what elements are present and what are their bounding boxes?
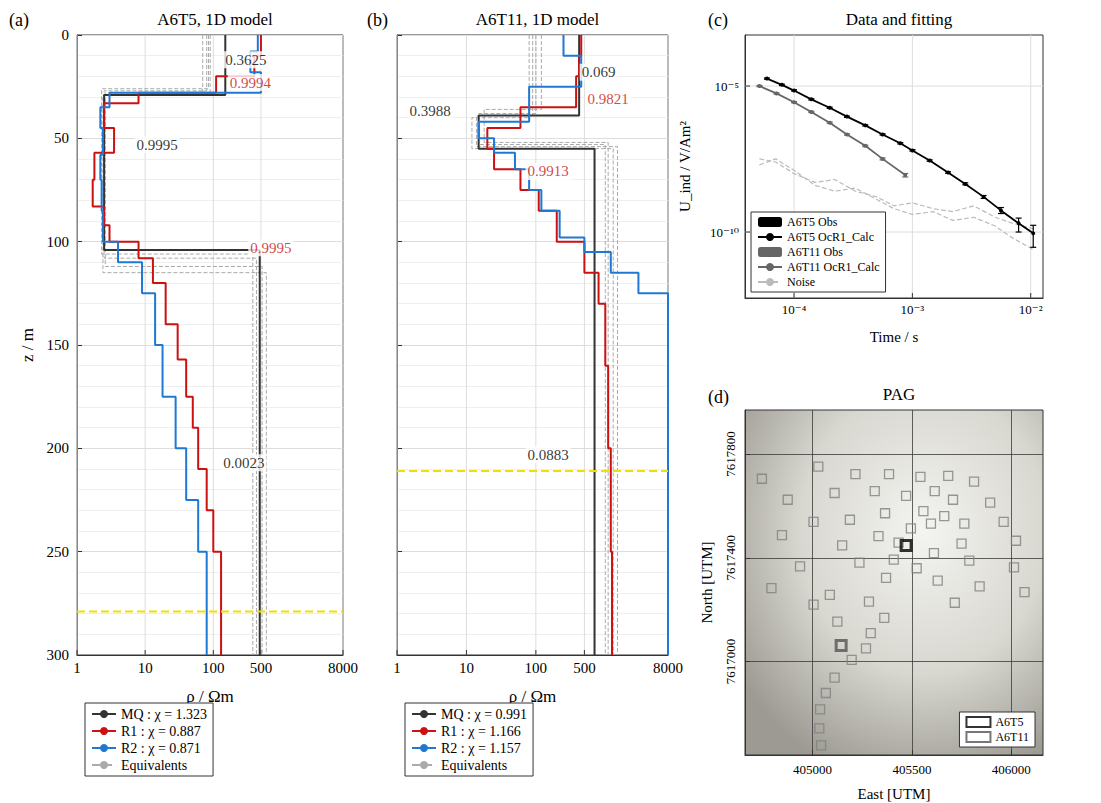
svg-text:500: 500 xyxy=(573,660,596,676)
svg-text:(d): (d) xyxy=(708,387,729,408)
svg-text:ρ / Ωm: ρ / Ωm xyxy=(508,687,557,706)
svg-text:50: 50 xyxy=(54,130,69,146)
svg-text:ρ / Ωm: ρ / Ωm xyxy=(186,687,234,706)
svg-text:0.0883: 0.0883 xyxy=(527,447,568,463)
svg-text:10: 10 xyxy=(138,660,153,676)
svg-text:Equivalents: Equivalents xyxy=(441,758,507,773)
svg-text:7617400: 7617400 xyxy=(723,535,738,581)
svg-text:0.3625: 0.3625 xyxy=(225,52,266,68)
svg-text:A6T11 Obs: A6T11 Obs xyxy=(787,245,843,259)
svg-text:10: 10 xyxy=(459,660,474,676)
svg-text:Data and fitting: Data and fitting xyxy=(846,10,953,29)
svg-text:A6T11, 1D model: A6T11, 1D model xyxy=(476,10,600,29)
svg-text:0.9821: 0.9821 xyxy=(588,91,629,107)
svg-text:300: 300 xyxy=(47,647,70,663)
svg-text:10⁻⁴: 10⁻⁴ xyxy=(782,302,807,317)
svg-text:Time / s: Time / s xyxy=(870,329,919,345)
svg-text:10⁻¹⁰: 10⁻¹⁰ xyxy=(710,225,739,240)
svg-text:500: 500 xyxy=(250,660,273,676)
svg-text:Equivalents: Equivalents xyxy=(121,758,187,773)
svg-text:0.9995: 0.9995 xyxy=(250,240,291,256)
svg-text:0.0023: 0.0023 xyxy=(223,455,264,471)
svg-text:8000: 8000 xyxy=(328,660,358,676)
svg-text:10⁻⁵: 10⁻⁵ xyxy=(715,79,739,94)
svg-text:405000: 405000 xyxy=(793,762,832,777)
svg-text:250: 250 xyxy=(47,544,70,560)
svg-text:Noise: Noise xyxy=(787,275,815,289)
svg-text:R1 : χ = 0.887: R1 : χ = 0.887 xyxy=(121,724,201,739)
svg-text:10⁻²: 10⁻² xyxy=(1019,302,1043,317)
svg-text:10⁻³: 10⁻³ xyxy=(901,302,925,317)
svg-text:7617000: 7617000 xyxy=(723,639,738,685)
svg-text:100: 100 xyxy=(525,660,548,676)
svg-text:North [UTM]: North [UTM] xyxy=(699,541,715,623)
svg-text:0.9995: 0.9995 xyxy=(137,137,178,153)
svg-text:150: 150 xyxy=(47,337,70,353)
svg-text:100: 100 xyxy=(47,234,70,250)
svg-text:1: 1 xyxy=(73,660,81,676)
svg-text:(a): (a) xyxy=(9,10,29,31)
svg-text:0.9994: 0.9994 xyxy=(230,75,272,91)
svg-text:(c): (c) xyxy=(708,10,728,31)
svg-text:A6T5 OcR1_Calc: A6T5 OcR1_Calc xyxy=(787,230,874,244)
svg-text:East [UTM]: East [UTM] xyxy=(858,786,931,802)
svg-text:PAG: PAG xyxy=(883,385,915,404)
svg-text:7617800: 7617800 xyxy=(723,431,738,477)
svg-text:A6T11 OcR1_Calc: A6T11 OcR1_Calc xyxy=(787,260,880,274)
svg-text:MQ : χ = 1.323: MQ : χ = 1.323 xyxy=(121,707,207,722)
svg-text:R2 : χ = 0.871: R2 : χ = 0.871 xyxy=(121,741,201,756)
svg-text:0: 0 xyxy=(62,27,70,43)
svg-text:MQ : χ = 0.991: MQ : χ = 0.991 xyxy=(441,707,527,722)
svg-text:1: 1 xyxy=(393,660,401,676)
svg-text:8000: 8000 xyxy=(653,660,683,676)
svg-text:A6T11: A6T11 xyxy=(995,730,1029,744)
svg-text:406000: 406000 xyxy=(992,762,1031,777)
svg-text:200: 200 xyxy=(47,440,70,456)
svg-text:0.069: 0.069 xyxy=(582,64,616,80)
svg-text:A6T5, 1D model: A6T5, 1D model xyxy=(157,10,273,29)
svg-text:A6T5: A6T5 xyxy=(995,715,1023,729)
svg-text:R2 : χ = 1.157: R2 : χ = 1.157 xyxy=(441,741,521,756)
svg-text:0.9913: 0.9913 xyxy=(527,163,568,179)
svg-text:z / m: z / m xyxy=(18,328,37,362)
svg-text:405500: 405500 xyxy=(892,762,931,777)
svg-text:(b): (b) xyxy=(367,10,388,31)
svg-text:0.3988: 0.3988 xyxy=(410,103,451,119)
svg-text:100: 100 xyxy=(202,660,225,676)
svg-text:U_ind / V/Am²: U_ind / V/Am² xyxy=(677,121,693,212)
svg-text:A6T5 Obs: A6T5 Obs xyxy=(787,215,838,229)
svg-text:R1 : χ = 1.166: R1 : χ = 1.166 xyxy=(441,724,521,739)
